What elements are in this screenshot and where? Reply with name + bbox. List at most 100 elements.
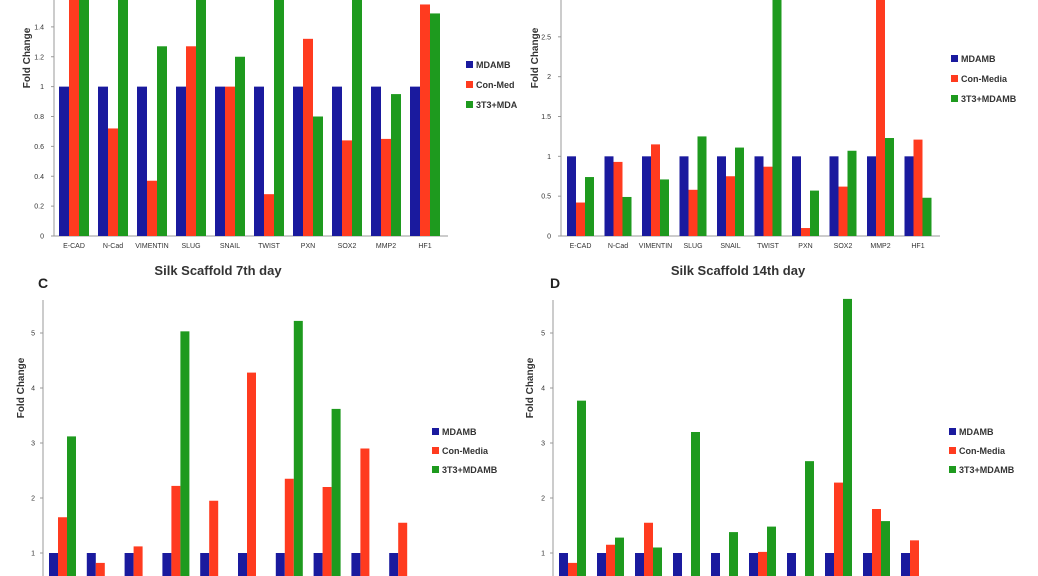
panel-d-y-tick-label: 5: [541, 331, 545, 338]
panel-b-x-tick-label: SOX2: [834, 243, 853, 250]
panel-d-bar-mdamb: [901, 553, 910, 576]
panel-d-bar-3t3-mdamb: [881, 521, 890, 576]
panel-a-y-tick-label: 1.4: [34, 24, 44, 31]
panel-d-y-tick-label: 4: [541, 386, 545, 393]
panel-d-bar-3t3-mdamb: [729, 532, 738, 576]
panel-a-x-tick-label: VIMENTIN: [135, 243, 168, 250]
panel-c-bar-con-media: [209, 500, 219, 576]
panel-a-x-tick-label: SNAIL: [220, 243, 240, 250]
panel-a-bar-mdamb: [293, 86, 303, 236]
panel-c-y-tick-label: 4: [31, 386, 35, 393]
panel-d-bar-con-media: [872, 509, 881, 576]
panel-b-bar-mdamb: [754, 156, 764, 236]
panel-a-bar-3t3-mdamb: [352, 0, 362, 236]
panel-d-bar-mdamb: [863, 553, 872, 576]
panel-c-bar-mdamb: [49, 553, 58, 576]
panel-b-bar-3t3-mdamb: [810, 190, 819, 236]
panel-b-x-tick-label: N-Cad: [608, 243, 628, 250]
panel-d-legend-swatch: [949, 447, 956, 454]
panel-b-bar-mdamb: [679, 156, 689, 236]
panel-b-bar-3t3-mdamb: [622, 196, 632, 236]
panel-a-legend-swatch: [466, 61, 473, 68]
panel-d-bar-con-media: [606, 544, 615, 576]
panel-c-legend-swatch: [432, 466, 439, 473]
panel-d-bar-3t3-mdamb: [805, 461, 814, 576]
panel-b-y-tick-label: 0.5: [541, 194, 551, 201]
panel-b-bar-mdamb: [867, 156, 876, 236]
panel-c-bar-mdamb: [238, 553, 247, 576]
panel-c-bar-mdamb: [200, 553, 210, 576]
panel-b-legend-label: Con-Media: [961, 74, 1008, 84]
panel-a-y-axis-label: Fold Change: [22, 27, 33, 88]
panel-c-y-tick-label: 1: [31, 551, 35, 558]
panel-d-y-tick-label: 1: [541, 551, 545, 558]
panel-b-bar-con-media: [913, 139, 923, 236]
panel-c-y-tick-label: 5: [31, 331, 35, 338]
panel-d-bar-3t3-mdamb: [615, 537, 624, 576]
panel-a-bar-3t3-mdamb: [313, 116, 323, 236]
panel-a-bar-con-media: [264, 194, 274, 236]
panel-a-bar-3t3-mdamb: [118, 0, 128, 236]
panel-b-bar-3t3-mdamb: [847, 150, 857, 236]
panel-b-bar-con-media: [838, 186, 848, 236]
panel-a-x-tick-label: MMP2: [376, 243, 396, 250]
panel-a-y-tick-label: 1: [40, 84, 44, 91]
panel-b-bar-mdamb: [829, 156, 839, 236]
panel-d-bar-mdamb: [673, 553, 682, 576]
panel-b-legend-label: MDAMB: [961, 54, 996, 64]
panel-d-y-tick-label: 3: [541, 441, 545, 448]
panel-b-legend-swatch: [951, 95, 958, 102]
panel-c-legend-swatch: [432, 428, 439, 435]
panel-d-bar-3t3-mdamb: [843, 298, 852, 576]
panel-c-bar-con-media: [284, 478, 294, 576]
panel-b-x-tick-label: PXN: [798, 243, 812, 250]
panel-d-legend-swatch: [949, 428, 956, 435]
panel-b-bar-con-media: [576, 202, 585, 236]
panel-a-x-tick-label: TWIST: [258, 243, 280, 250]
panel-d-chart: 1 2 3 4 5 Fold Change MDAMB Con-Media 3T3+MDAMB: [525, 298, 1015, 576]
panel-b-y-tick-label: 2.5: [541, 34, 551, 41]
panel-d-bar-con-media: [568, 562, 577, 576]
panel-b-x-tick-label: SNAIL: [720, 243, 740, 250]
panel-d-legend-label: 3T3+MDAMB: [959, 465, 1015, 475]
panel-c-bar-3t3-mdamb: [293, 320, 303, 576]
panel-a-bar-con-media: [186, 46, 196, 237]
panel-c-bar-3t3-mdamb: [67, 436, 76, 576]
panel-a-y-tick-label: 0.2: [34, 204, 44, 211]
panel-b-x-tick-label: MMP2: [870, 243, 890, 250]
panel-d-bar-mdamb: [635, 553, 644, 576]
panel-a-x-tick-label: SLUG: [181, 243, 200, 250]
panel-b-legend-swatch: [951, 55, 958, 62]
panel-a-x-tick-label: HF1: [418, 243, 431, 250]
panel-b-bar-3t3-mdamb: [885, 138, 894, 236]
panel-d-bar-3t3-mdamb: [577, 400, 586, 576]
panel-d-bar-3t3-mdamb: [691, 432, 700, 576]
panel-b-bar-3t3-mdamb: [585, 177, 594, 236]
panel-b-bar-3t3-mdamb: [660, 179, 669, 236]
panel-c-bar-mdamb: [313, 553, 323, 576]
panel-a-bar-3t3-mdamb: [391, 94, 401, 236]
panel-c-title: Silk Scaffold 7th day: [154, 263, 282, 278]
panel-c-bar-con-media: [398, 522, 408, 576]
panel-b-y-tick-label: 1.5: [541, 114, 551, 121]
panel-d-bar-mdamb: [749, 553, 758, 576]
panel-a-legend-label: Con-Med: [476, 80, 515, 90]
panel-c-bar-con-media: [360, 448, 370, 576]
panel-c-bar-con-media: [58, 517, 67, 576]
panel-b-x-tick-label: VIMENTIN: [639, 243, 672, 250]
panel-a-bar-con-media: [420, 4, 430, 236]
panel-d-title: Silk Scaffold 14th day: [671, 263, 806, 278]
panel-d-bar-mdamb: [597, 553, 606, 576]
panel-d-bar-con-media: [758, 551, 767, 576]
panel-b-bar-mdamb: [642, 156, 651, 236]
panel-a-bar-mdamb: [410, 86, 420, 236]
panel-b-legend-label: 3T3+MDAMB: [961, 94, 1017, 104]
panel-a-bar-3t3-mdamb: [430, 13, 440, 237]
panel-d-bar-mdamb: [711, 553, 720, 576]
panel-b-bar-con-media: [801, 228, 810, 236]
panel-b-y-axis-label: Fold Change: [530, 27, 541, 88]
panel-c-bar-mdamb: [86, 553, 96, 576]
